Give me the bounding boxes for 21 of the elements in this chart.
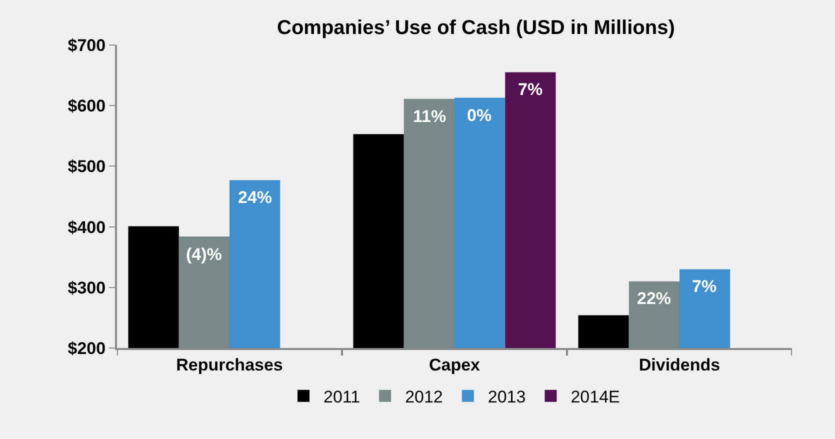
- y-tick-label: $400: [68, 218, 106, 237]
- annotation: 7%: [518, 80, 543, 99]
- annotation: 22%: [637, 289, 672, 308]
- y-tick-label: $300: [68, 278, 106, 298]
- chart-title: Companies’ Use of Cash (USD in Millions): [277, 16, 675, 39]
- annotation: 0%: [467, 106, 492, 125]
- y-tick-label: $200: [68, 338, 106, 358]
- annotation: (4)%: [186, 245, 222, 264]
- x-tick-label: Capex: [428, 355, 481, 374]
- annotation: 7%: [692, 277, 717, 296]
- annotation: 11%: [413, 107, 446, 126]
- x-tick-label: Repurchases: [176, 355, 283, 374]
- legend-label: 2014E: [570, 387, 620, 406]
- legend-label: 2012: [405, 387, 443, 406]
- legend-label: 2011: [324, 387, 360, 406]
- y-tick-label: $500: [68, 157, 106, 176]
- x-tick-label: Dividends: [638, 355, 720, 374]
- y-tick-label: $600: [68, 96, 106, 116]
- y-tick-label: $700: [68, 36, 106, 55]
- annotation: 24%: [238, 188, 272, 207]
- legend-label: 2013: [488, 387, 526, 406]
